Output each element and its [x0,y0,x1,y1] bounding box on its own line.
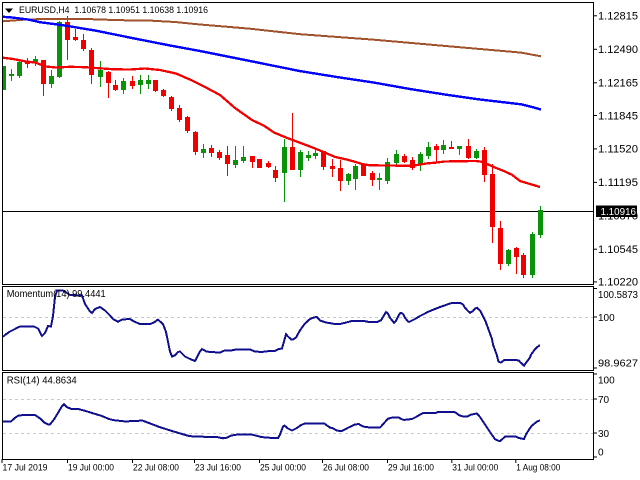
svg-text:100.5873: 100.5873 [598,290,638,301]
svg-text:1 Aug 08:00: 1 Aug 08:00 [516,462,560,473]
svg-text:98.9627: 98.9627 [598,358,638,369]
svg-text:1.11845: 1.11845 [598,110,638,122]
svg-text:1.11520: 1.11520 [598,144,638,156]
svg-text:19 Jul 00:00: 19 Jul 00:00 [68,462,114,473]
svg-text:1.10916: 1.10916 [601,206,637,218]
svg-text:1.10545: 1.10545 [598,244,638,256]
svg-text:Momentum(14) 99.4441: Momentum(14) 99.4441 [7,289,106,300]
svg-text:31 Jul 00:00: 31 Jul 00:00 [452,462,498,473]
svg-text:100: 100 [598,375,615,386]
svg-text:26 Jul 08:00: 26 Jul 08:00 [323,462,369,473]
svg-text:100: 100 [598,313,615,324]
svg-text:1.10220: 1.10220 [598,277,638,289]
svg-text:22 Jul 08:00: 22 Jul 08:00 [133,462,179,473]
svg-text:1.12815: 1.12815 [598,11,638,23]
svg-text:17 Jul 2019: 17 Jul 2019 [3,462,48,473]
svg-text:1.12165: 1.12165 [598,78,638,90]
svg-text:0: 0 [598,447,604,458]
svg-text:RSI(14) 44.8634: RSI(14) 44.8634 [7,375,77,386]
svg-text:1.12490: 1.12490 [598,44,638,56]
svg-text:30: 30 [598,429,610,440]
svg-text:70: 70 [598,395,610,406]
svg-text:EURUSD,H4 1.10678 1.10951 1.1: EURUSD,H4 1.10678 1.10951 1.10638 1.1091… [19,5,208,16]
svg-text:1.11195: 1.11195 [598,177,638,189]
svg-text:23 Jul 16:00: 23 Jul 16:00 [195,462,241,473]
svg-text:25 Jul 00:00: 25 Jul 00:00 [260,462,306,473]
svg-text:29 Jul 16:00: 29 Jul 16:00 [388,462,434,473]
